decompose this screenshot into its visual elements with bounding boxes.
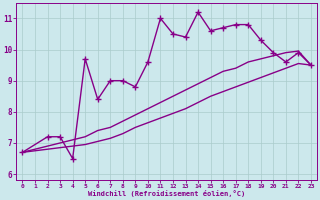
X-axis label: Windchill (Refroidissement éolien,°C): Windchill (Refroidissement éolien,°C) <box>88 190 245 197</box>
